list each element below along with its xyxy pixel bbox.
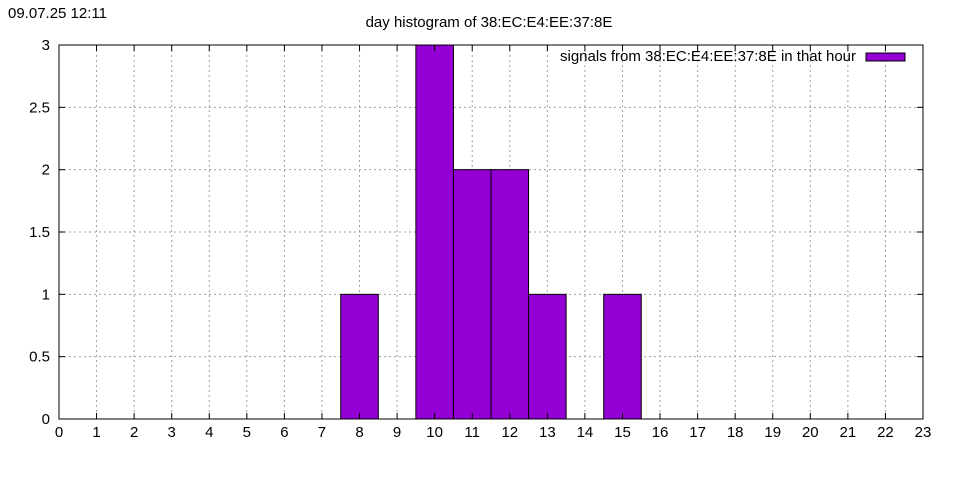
x-tick-label: 20 <box>802 424 819 441</box>
legend-swatch <box>865 52 906 62</box>
y-tick-label: 0 <box>42 411 50 428</box>
x-tick-label: 11 <box>464 424 480 441</box>
x-tick-label: 19 <box>764 424 781 441</box>
x-tick-label: 0 <box>55 424 63 441</box>
x-tick-label: 21 <box>840 424 857 441</box>
bars <box>340 44 642 420</box>
tick-marks <box>58 44 924 420</box>
x-tick-label: 23 <box>915 424 932 441</box>
y-tick-label: 1.5 <box>29 224 50 241</box>
legend: signals from 38:EC:E4:EE:37:8E in that h… <box>560 48 906 65</box>
bar-hour-8 <box>340 293 379 420</box>
bar-hour-11 <box>452 169 492 420</box>
x-tick-label: 1 <box>92 424 100 441</box>
y-tick-label: 2.5 <box>29 99 50 116</box>
chart-title: day histogram of 38:EC:E4:EE:37:8E <box>366 14 613 31</box>
x-tick-label: 17 <box>689 424 706 441</box>
x-tick-label: 10 <box>426 424 443 441</box>
x-tick-label: 7 <box>318 424 326 441</box>
y-tick-label: 1 <box>42 286 50 303</box>
x-tick-label: 2 <box>130 424 138 441</box>
y-tick-label: 0.5 <box>29 349 50 366</box>
x-tick-label: 13 <box>539 424 556 441</box>
x-tick-label: 14 <box>577 424 594 441</box>
x-tick-label: 4 <box>205 424 213 441</box>
x-tick-label: 15 <box>614 424 631 441</box>
y-tick-labels: 0 0.5 1 1.5 2 2.5 3 <box>29 37 50 428</box>
x-tick-label: 5 <box>243 424 251 441</box>
bar-hour-12 <box>490 169 530 420</box>
y-tick-label: 2 <box>42 162 50 179</box>
x-tick-labels: 0 1 2 3 4 5 6 7 8 9 10 11 12 13 14 15 16 17 18 19 20 21 22 23 <box>55 424 932 441</box>
x-tick-label: 6 <box>280 424 288 441</box>
x-tick-label: 18 <box>727 424 744 441</box>
timestamp: 09.07.25 12:11 <box>8 5 107 22</box>
x-tick-label: 22 <box>877 424 894 441</box>
y-tick-label: 3 <box>42 37 50 54</box>
legend-label: signals from 38:EC:E4:EE:37:8E in that h… <box>560 48 856 65</box>
bar-hour-13 <box>528 293 567 420</box>
x-tick-label: 12 <box>501 424 518 441</box>
bar-hour-10 <box>415 44 454 420</box>
x-tick-label: 8 <box>355 424 363 441</box>
x-tick-label: 9 <box>393 424 401 441</box>
bar-hour-15 <box>603 293 642 420</box>
x-tick-label: 16 <box>652 424 669 441</box>
x-tick-label: 3 <box>168 424 176 441</box>
